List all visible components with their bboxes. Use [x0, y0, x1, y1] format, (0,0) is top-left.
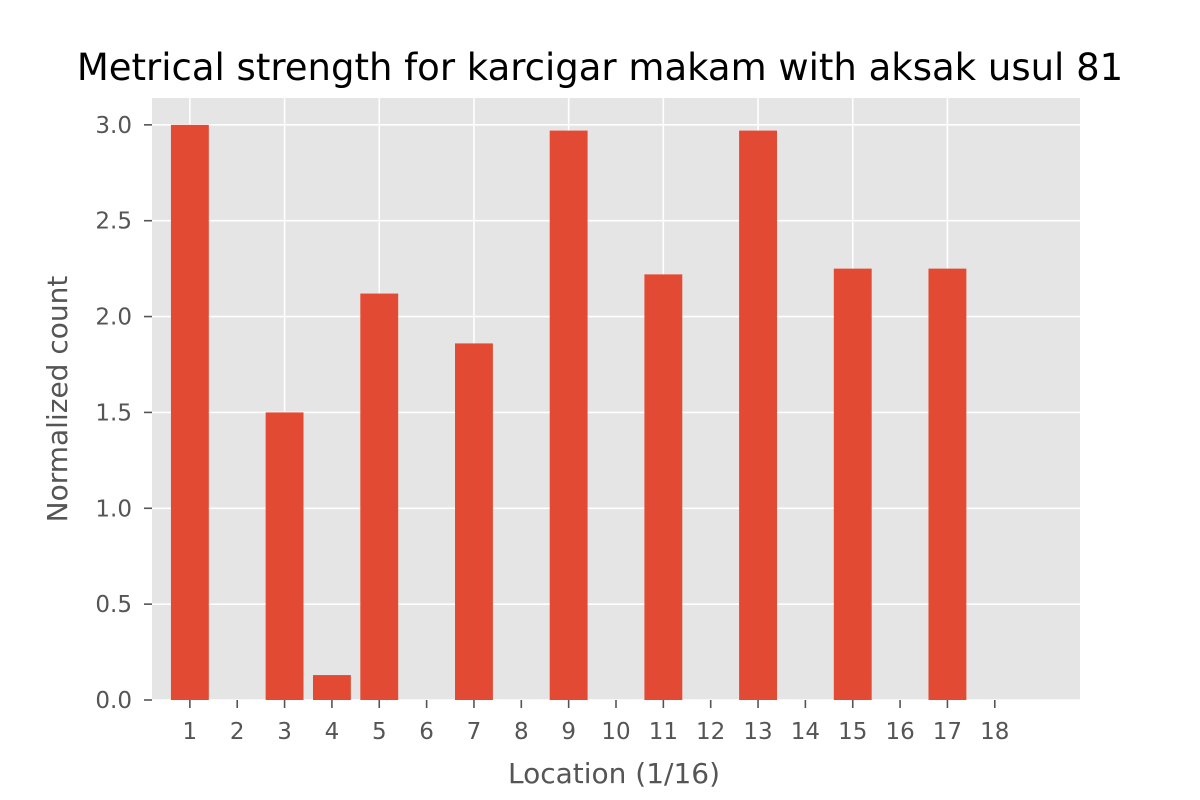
x-tick-label: 15	[838, 719, 867, 745]
bar	[928, 268, 967, 700]
bar	[312, 675, 351, 700]
bar	[360, 293, 399, 700]
x-tick-label: 13	[743, 719, 772, 745]
x-axis-label: Location (1/16)	[508, 757, 720, 790]
y-axis-ticks: 0.0 0.5 1.0 1.5 2.0 2.5 3.0	[95, 113, 152, 714]
x-tick-label: 12	[696, 719, 725, 745]
y-tick-label: 0.5	[95, 592, 132, 618]
chart-title: Metrical strength for karcigar makam wit…	[77, 46, 1123, 89]
x-tick-label: 7	[467, 719, 482, 745]
x-tick-label: 17	[933, 719, 962, 745]
x-tick-label: 4	[325, 719, 340, 745]
x-tick-label: 18	[980, 719, 1009, 745]
bar	[739, 130, 777, 701]
x-axis-ticks: 1 2 3 4 5 6 7 8 9 10 11 12 13 14 15 16 17 18	[183, 700, 1009, 745]
x-tick-label: 11	[649, 719, 678, 745]
y-axis-label: Normalized count	[41, 276, 74, 523]
bar	[833, 268, 872, 700]
bars	[170, 124, 967, 701]
x-tick-label: 16	[885, 719, 914, 745]
bar	[265, 412, 304, 700]
x-tick-label: 14	[791, 719, 820, 745]
x-tick-label: 1	[183, 719, 198, 745]
y-tick-label: 2.0	[95, 305, 132, 331]
y-tick-label: 1.5	[95, 400, 132, 426]
bar	[644, 274, 683, 700]
x-tick-label: 5	[372, 719, 387, 745]
y-tick-label: 3.0	[95, 113, 132, 139]
x-tick-label: 10	[601, 719, 630, 745]
y-tick-label: 0.0	[95, 688, 132, 714]
x-tick-label: 3	[277, 719, 292, 745]
x-tick-label: 2	[230, 719, 245, 745]
x-tick-label: 8	[514, 719, 529, 745]
bar	[170, 124, 209, 701]
plot-area	[152, 98, 1080, 700]
bar	[549, 130, 588, 701]
y-tick-label: 1.0	[95, 496, 132, 522]
y-tick-label: 2.5	[95, 209, 132, 235]
x-tick-label: 6	[419, 719, 434, 745]
x-tick-label: 9	[561, 719, 576, 745]
bar	[455, 343, 493, 700]
